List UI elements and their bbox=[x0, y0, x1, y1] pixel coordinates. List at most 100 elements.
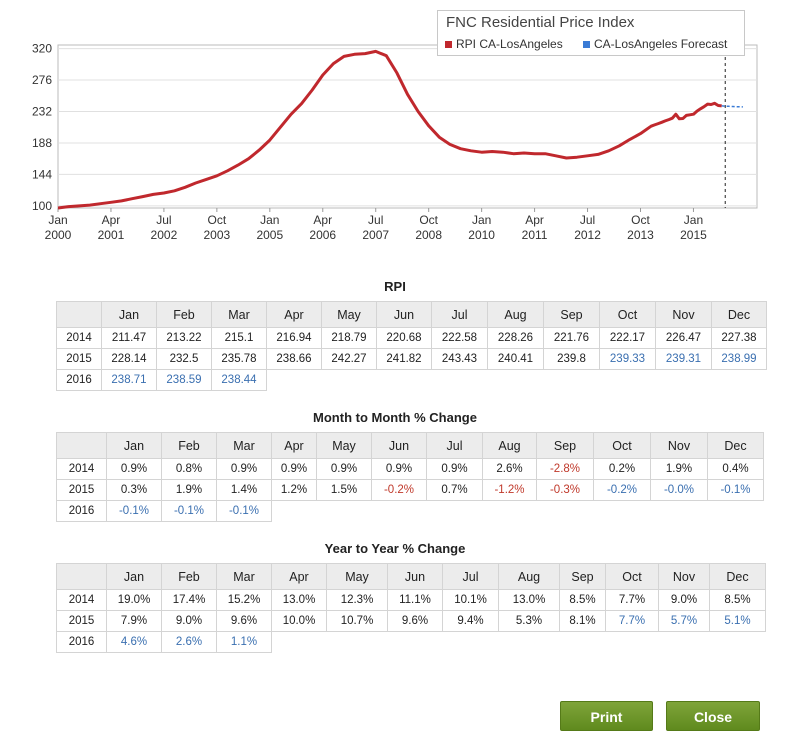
table-cell: 238.71 bbox=[101, 369, 157, 391]
table-cell: 221.76 bbox=[543, 327, 600, 349]
column-header: May bbox=[321, 301, 377, 328]
table-cell: 1.2% bbox=[271, 479, 317, 501]
x-tick-label-year: 2008 bbox=[415, 228, 442, 242]
table-cell: 5.1% bbox=[709, 610, 766, 632]
column-header: Jul bbox=[442, 563, 499, 590]
x-tick-label-month: Jan bbox=[684, 213, 703, 227]
table-row: 2014 211.47 213.22 215.1 216.94 218.79 220.68 2… bbox=[56, 327, 767, 349]
data-table: Jan Feb Mar Apr May Jun Jul Aug Sep Oct Nov Dec 2014… bbox=[56, 301, 767, 391]
table-cell: 4.6% bbox=[106, 631, 162, 653]
table-cell: 239.33 bbox=[599, 348, 656, 370]
x-tick-label-year: 2010 bbox=[468, 228, 495, 242]
row-year: 2015 bbox=[56, 479, 107, 501]
table-cell: 238.59 bbox=[156, 369, 212, 391]
table-cell: 13.0% bbox=[271, 589, 327, 611]
x-tick-label-year: 2013 bbox=[627, 228, 654, 242]
legend-swatch-red bbox=[445, 40, 452, 48]
column-header: Dec bbox=[707, 432, 764, 459]
table-cell: 0.7% bbox=[426, 479, 483, 501]
table-title: Year to Year % Change bbox=[324, 541, 466, 556]
column-header: Jan bbox=[101, 301, 157, 328]
x-tick-label-year: 2012 bbox=[574, 228, 601, 242]
x-tick-label-year: 2005 bbox=[256, 228, 283, 242]
column-header: Jan bbox=[106, 563, 162, 590]
x-tick-label-month: Jul bbox=[580, 213, 595, 227]
table-cell: 0.3% bbox=[106, 479, 162, 501]
x-tick-label-month: Apr bbox=[525, 213, 544, 227]
row-year: 2016 bbox=[56, 631, 107, 653]
table-cell: 10.1% bbox=[442, 589, 499, 611]
column-header: Mar bbox=[216, 563, 272, 590]
table-cell: 0.9% bbox=[216, 458, 272, 480]
table-row: 2014 19.0% 17.4% 15.2% 13.0% 12.3% 11.1% 10.1% 1… bbox=[56, 589, 766, 611]
table-cell: -1.2% bbox=[482, 479, 537, 501]
legend-swatch-blue bbox=[583, 40, 590, 48]
table-cell: 239.31 bbox=[655, 348, 712, 370]
table-cell: 0.2% bbox=[593, 458, 651, 480]
table-cell: 11.1% bbox=[387, 589, 443, 611]
column-header: Jun bbox=[371, 432, 427, 459]
table-row: 2014 0.9% 0.8% 0.9% 0.9% 0.9% 0.9% 0.9% 2.6% -2.8… bbox=[56, 458, 764, 480]
column-header: Jun bbox=[387, 563, 443, 590]
data-table: Jan Feb Mar Apr May Jun Jul Aug Sep Oct Nov Dec 2014… bbox=[56, 432, 764, 522]
column-header: May bbox=[326, 563, 388, 590]
column-header: Feb bbox=[156, 301, 212, 328]
table-cell: 226.47 bbox=[655, 327, 712, 349]
legend-item-rpi[interactable]: RPI CA-LosAngeles bbox=[445, 37, 563, 51]
table-cell: 0.9% bbox=[106, 458, 162, 480]
column-header: Apr bbox=[271, 432, 317, 459]
table-cell: 218.79 bbox=[321, 327, 377, 349]
column-header: Sep bbox=[536, 432, 594, 459]
column-header: Sep bbox=[559, 563, 606, 590]
x-tick-label-month: Oct bbox=[419, 213, 438, 227]
column-header: Jul bbox=[426, 432, 483, 459]
table-cell: 2.6% bbox=[482, 458, 537, 480]
header-corner bbox=[56, 432, 107, 459]
table-cell: 7.7% bbox=[605, 589, 659, 611]
table-cell: 0.9% bbox=[271, 458, 317, 480]
column-header: Apr bbox=[271, 563, 327, 590]
column-header: Mar bbox=[216, 432, 272, 459]
column-header: Jul bbox=[431, 301, 488, 328]
table-cell: 1.9% bbox=[650, 458, 708, 480]
table-cell: 222.17 bbox=[599, 327, 656, 349]
column-header: Jan bbox=[106, 432, 162, 459]
print-button[interactable]: Print bbox=[560, 701, 653, 731]
x-tick-label-month: Oct bbox=[631, 213, 650, 227]
column-header: Mar bbox=[211, 301, 267, 328]
table-cell: 10.7% bbox=[326, 610, 388, 632]
y-tick-label: 100 bbox=[32, 199, 52, 213]
table-cell: -0.1% bbox=[216, 500, 272, 522]
x-tick-label-year: 2015 bbox=[680, 228, 707, 242]
forecast-series-line bbox=[721, 105, 743, 108]
column-header: Feb bbox=[161, 432, 217, 459]
close-button[interactable]: Close bbox=[666, 701, 760, 731]
row-year: 2014 bbox=[56, 458, 107, 480]
table-cell: 232.5 bbox=[156, 348, 212, 370]
table-cell: 239.8 bbox=[543, 348, 600, 370]
table-cell: 0.9% bbox=[316, 458, 372, 480]
table-cell: 9.0% bbox=[161, 610, 217, 632]
table-cell: 228.26 bbox=[487, 327, 544, 349]
legend-label-forecast: CA-LosAngeles Forecast bbox=[594, 37, 728, 51]
table-cell: -0.2% bbox=[593, 479, 651, 501]
x-tick-label-year: 2003 bbox=[204, 228, 231, 242]
legend-item-forecast[interactable]: CA-LosAngeles Forecast bbox=[583, 37, 727, 51]
column-header: Sep bbox=[543, 301, 600, 328]
table-cell: 0.4% bbox=[707, 458, 764, 480]
table-cell: -0.1% bbox=[161, 500, 217, 522]
chart-title: FNC Residential Price Index bbox=[446, 14, 635, 31]
table-cell: -0.0% bbox=[650, 479, 708, 501]
table-cell: 1.5% bbox=[316, 479, 372, 501]
table-cell: 5.3% bbox=[498, 610, 560, 632]
x-tick-label-month: Oct bbox=[208, 213, 227, 227]
x-tick-label-month: Jul bbox=[368, 213, 383, 227]
table-cell: 215.1 bbox=[211, 327, 267, 349]
row-year: 2015 bbox=[56, 348, 102, 370]
x-tick-label-year: 2002 bbox=[151, 228, 178, 242]
table-cell: 235.78 bbox=[211, 348, 267, 370]
row-year: 2016 bbox=[56, 369, 102, 391]
table-cell: 9.6% bbox=[216, 610, 272, 632]
table-title: RPI bbox=[384, 279, 406, 294]
column-header: Oct bbox=[599, 301, 656, 328]
